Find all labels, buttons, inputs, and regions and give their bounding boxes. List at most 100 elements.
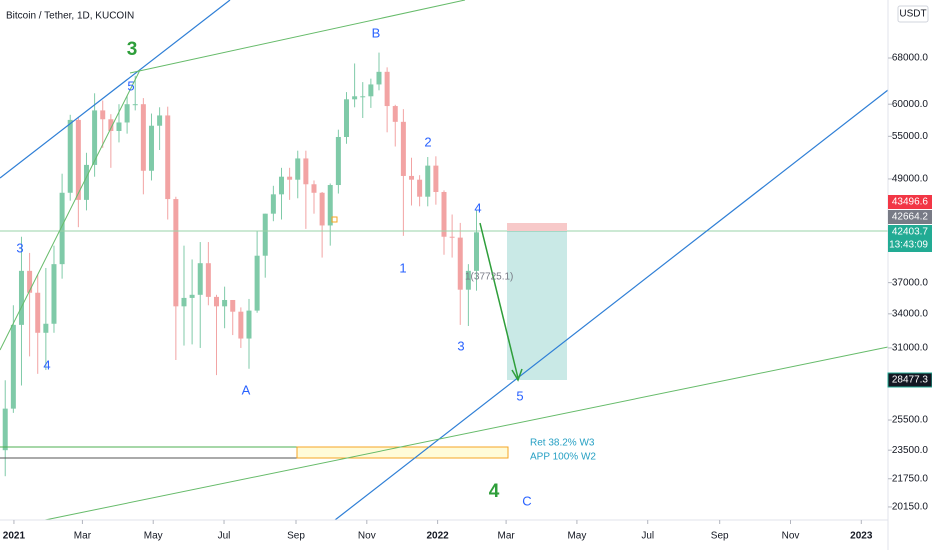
candle-body: [287, 176, 293, 180]
candle-body: [181, 297, 187, 307]
candle-body: [222, 299, 228, 307]
x-tick-label: Mar: [74, 531, 92, 542]
currency[interactable]: USDT: [899, 9, 926, 20]
price-badge-text: 43496.6: [892, 197, 929, 208]
wave-label: 4: [489, 481, 500, 502]
candle-body: [75, 119, 81, 200]
y-tick-label: 55000.0: [892, 131, 929, 142]
candle-body: [352, 96, 358, 100]
price-badge: [888, 195, 932, 209]
candle-body: [262, 213, 268, 256]
candle-body: [59, 192, 65, 265]
y-tick-label: 68000.0: [892, 53, 929, 64]
candle-body: [92, 110, 98, 165]
wave-label: A: [242, 382, 251, 397]
candle-body: [319, 192, 325, 226]
candle-body: [441, 191, 447, 237]
zone-box: [296, 446, 509, 459]
candle-body: [132, 104, 138, 106]
candle-body: [124, 104, 130, 123]
trend-line: [0, 69, 141, 351]
stop-box: [507, 223, 567, 231]
x-tick-label: 2023: [850, 531, 873, 542]
candle-body: [100, 110, 106, 120]
y-tick-label: 37000.0: [892, 277, 929, 288]
candle-body: [10, 324, 16, 409]
candle-body: [197, 263, 203, 295]
wave-label: 4: [43, 357, 50, 372]
candle-body: [360, 96, 366, 98]
candle-body: [246, 310, 252, 339]
x-tick-label: Nov: [358, 531, 376, 542]
countdown: 13:43:09: [889, 240, 928, 251]
candles: [2, 52, 480, 477]
x-tick-label: 2022: [426, 531, 449, 542]
x-tick-label: May: [567, 531, 586, 542]
wave-label: 1: [399, 260, 406, 275]
x-tick-label: Sep: [711, 531, 729, 542]
price-badge: [888, 225, 932, 252]
candle-body: [140, 104, 146, 171]
candle-body: [376, 71, 382, 85]
candle-body: [51, 264, 57, 324]
price-badge: [888, 210, 932, 224]
candle-body: [116, 122, 122, 131]
wave-label: 3: [16, 240, 23, 255]
candle-body: [384, 71, 390, 107]
candle-body: [278, 176, 284, 195]
marker: [331, 216, 338, 223]
candle-body: [303, 158, 309, 185]
chart-title: Bitcoin / Tether, 1D, KUCOIN: [6, 11, 134, 22]
candle-body: [27, 270, 33, 293]
price-badge: [887, 372, 932, 388]
candle-body: [392, 106, 398, 122]
price-badge-text: 42664.2: [892, 212, 929, 223]
candle-body: [335, 136, 341, 186]
wave-label: 5: [516, 388, 523, 403]
wave-label: 5: [127, 78, 134, 93]
candle-body: [230, 299, 236, 312]
x-tick-label: Jul: [218, 531, 231, 542]
trend-line: [129, 0, 466, 74]
target-box: [507, 231, 567, 380]
wave-label: 3: [457, 338, 464, 353]
candle-body: [327, 185, 333, 226]
price-axis: [888, 0, 932, 550]
wave-label: B: [372, 25, 381, 40]
candle-body: [157, 115, 163, 126]
y-tick-label: 34000.0: [892, 308, 929, 319]
candle-body: [2, 408, 8, 451]
wave-label: 4: [474, 200, 481, 215]
x-tick-label: Jul: [641, 531, 654, 542]
trend-line: [44, 346, 889, 521]
candle-body: [465, 270, 471, 290]
candle-body: [270, 194, 276, 214]
currency-box[interactable]: [897, 5, 929, 23]
fib-label: 1(37725.1): [465, 272, 513, 283]
candle-body: [449, 236, 455, 238]
candle-body: [368, 84, 374, 97]
candle-body: [35, 292, 41, 333]
y-tick-label: 31000.0: [892, 343, 929, 354]
candle-body: [173, 199, 179, 307]
candle-body: [108, 119, 114, 131]
candle-body: [67, 119, 73, 193]
y-tick-label: 23500.0: [892, 445, 929, 456]
candle-body: [18, 270, 24, 325]
x-tick-label: May: [144, 531, 163, 542]
candle-body: [238, 311, 244, 339]
candle-body: [417, 179, 423, 197]
price-badge-text: 42403.7: [892, 227, 929, 238]
wave-label: C: [522, 493, 531, 508]
wave-label: 3: [127, 39, 138, 60]
note: APP 100% W2: [530, 452, 596, 463]
y-tick-label: 49000.0: [892, 174, 929, 185]
x-tick-label: Mar: [497, 531, 515, 542]
trend-line: [0, 0, 231, 179]
note: Ret 38.2% W3: [530, 438, 595, 449]
candle-body: [408, 175, 414, 180]
drawings: [0, 0, 889, 521]
candle-body: [400, 121, 406, 176]
candle-body: [83, 164, 89, 200]
